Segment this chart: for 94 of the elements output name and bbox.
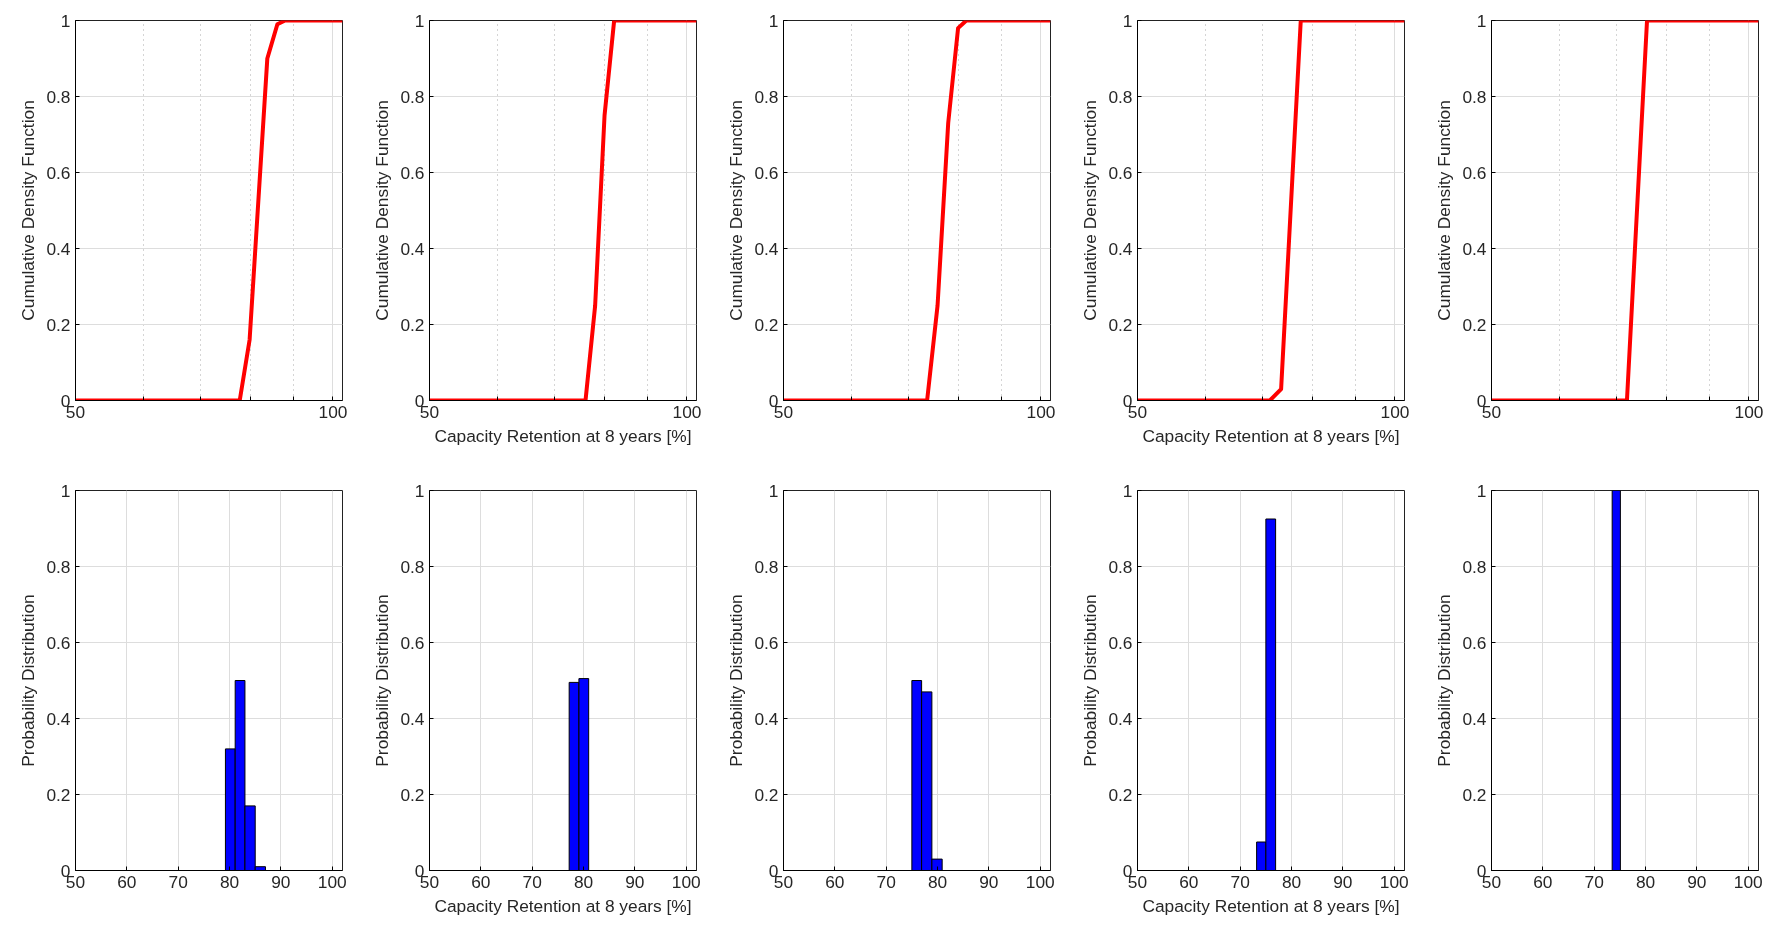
y-tick-label: 0.4 <box>400 238 425 259</box>
y-tick-label: 0.2 <box>754 314 779 335</box>
y-tick-label: 0.4 <box>46 708 71 729</box>
y-tick-label: 0.8 <box>1108 86 1133 107</box>
y-tick-label: 1 <box>1122 480 1133 501</box>
y-tick-label: 1 <box>60 10 71 31</box>
x-tick-label: 90 <box>1333 871 1353 892</box>
y-tick-label: 0.8 <box>1108 556 1133 577</box>
x-tick-label: 100 <box>317 871 347 892</box>
x-tick-label: 100 <box>1025 871 1055 892</box>
x-tick-label: 100 <box>1380 401 1410 422</box>
y-tick-label: 0.4 <box>754 238 779 259</box>
y-tick-label: 0.2 <box>754 784 779 805</box>
y-tick-label: 0.6 <box>1108 632 1133 653</box>
y-axis-title: Cumulative Density Function <box>372 100 393 321</box>
y-tick-label: 0.2 <box>400 784 425 805</box>
y-axis-title: Cumulative Density Function <box>726 100 747 321</box>
x-tick-label: 80 <box>1635 871 1656 892</box>
x-axis-title: Capacity Retention at 8 years [%] <box>1142 895 1400 916</box>
x-tick-label: 100 <box>1026 401 1056 422</box>
y-tick-label: 0.6 <box>46 162 71 183</box>
y-tick-label: 0.4 <box>1462 708 1487 729</box>
x-tick-label: 90 <box>1687 871 1707 892</box>
y-tick-label: 0.6 <box>400 632 425 653</box>
y-tick-label: 0.6 <box>1108 162 1133 183</box>
y-tick-label: 0.6 <box>46 632 71 653</box>
y-tick-label: 0.4 <box>1108 708 1133 729</box>
y-tick-label: 0.8 <box>46 86 71 107</box>
y-tick-label: 1 <box>414 480 425 501</box>
x-tick-label: 70 <box>522 871 542 892</box>
y-tick-label: 0.6 <box>400 162 425 183</box>
y-tick-label: 0.8 <box>400 556 425 577</box>
x-tick-label: 100 <box>672 401 702 422</box>
y-tick-label: 1 <box>1476 480 1487 501</box>
y-tick-label: 1 <box>768 10 779 31</box>
y-tick-label: 0.6 <box>754 632 779 653</box>
x-tick-label: 80 <box>573 871 594 892</box>
y-tick-label: 0.6 <box>1462 162 1487 183</box>
y-tick-label: 1 <box>768 480 779 501</box>
x-axis-title: Capacity Retention at 8 years [%] <box>1142 425 1400 446</box>
y-tick-label: 1 <box>1476 10 1487 31</box>
y-tick-label: 0.8 <box>46 556 71 577</box>
y-tick-label: 0.2 <box>400 314 425 335</box>
x-tick-label: 100 <box>318 401 348 422</box>
y-axis-title: Cumulative Density Function <box>18 100 39 321</box>
y-tick-label: 0.4 <box>1462 238 1487 259</box>
x-tick-label: 90 <box>979 871 999 892</box>
x-tick-label: 60 <box>471 871 491 892</box>
x-tick-label: 80 <box>927 871 948 892</box>
y-axis-title: Probability Distribution <box>372 594 393 767</box>
y-tick-label: 1 <box>414 10 425 31</box>
x-tick-label: 100 <box>671 871 701 892</box>
y-tick-label: 0.2 <box>1462 314 1487 335</box>
x-tick-label: 80 <box>1281 871 1302 892</box>
y-tick-label: 0.4 <box>1108 238 1133 259</box>
y-tick-label: 0.2 <box>46 314 71 335</box>
x-tick-label: 70 <box>876 871 896 892</box>
x-tick-label: 90 <box>271 871 291 892</box>
y-tick-label: 0.8 <box>754 86 779 107</box>
x-tick-label: 70 <box>1230 871 1250 892</box>
x-tick-label: 70 <box>1584 871 1604 892</box>
y-tick-label: 0.6 <box>754 162 779 183</box>
x-tick-label: 100 <box>1733 871 1763 892</box>
y-tick-label: 0.6 <box>1462 632 1487 653</box>
y-tick-label: 0.8 <box>400 86 425 107</box>
y-tick-label: 0.4 <box>754 708 779 729</box>
y-tick-label: 0.4 <box>46 238 71 259</box>
y-tick-label: 0.2 <box>46 784 71 805</box>
y-tick-label: 0.2 <box>1462 784 1487 805</box>
y-axis-title: Cumulative Density Function <box>1080 100 1101 321</box>
x-axis-title: Capacity Retention at 8 years [%] <box>434 895 692 916</box>
y-axis-title: Probability Distribution <box>1080 594 1101 767</box>
y-tick-label: 0.8 <box>1462 556 1487 577</box>
x-axis-title: Capacity Retention at 8 years [%] <box>434 425 692 446</box>
y-axis-title: Probability Distribution <box>1434 594 1455 767</box>
y-tick-label: 0.4 <box>400 708 425 729</box>
y-tick-label: 1 <box>1122 10 1133 31</box>
y-tick-label: 0.8 <box>1462 86 1487 107</box>
x-tick-label: 70 <box>168 871 188 892</box>
x-tick-label: 100 <box>1379 871 1409 892</box>
y-tick-label: 0.2 <box>1108 314 1133 335</box>
y-axis-title: Cumulative Density Function <box>1434 100 1455 321</box>
y-tick-label: 1 <box>60 480 71 501</box>
x-tick-label: 80 <box>219 871 240 892</box>
x-tick-label: 60 <box>1179 871 1199 892</box>
x-tick-label: 60 <box>825 871 845 892</box>
x-tick-label: 60 <box>117 871 137 892</box>
x-tick-label: 100 <box>1734 401 1764 422</box>
x-tick-label: 90 <box>625 871 645 892</box>
y-axis-title: Probability Distribution <box>18 594 39 767</box>
y-axis-title: Probability Distribution <box>726 594 747 767</box>
x-tick-label: 60 <box>1533 871 1553 892</box>
y-tick-label: 0.8 <box>754 556 779 577</box>
y-tick-label: 0.2 <box>1108 784 1133 805</box>
